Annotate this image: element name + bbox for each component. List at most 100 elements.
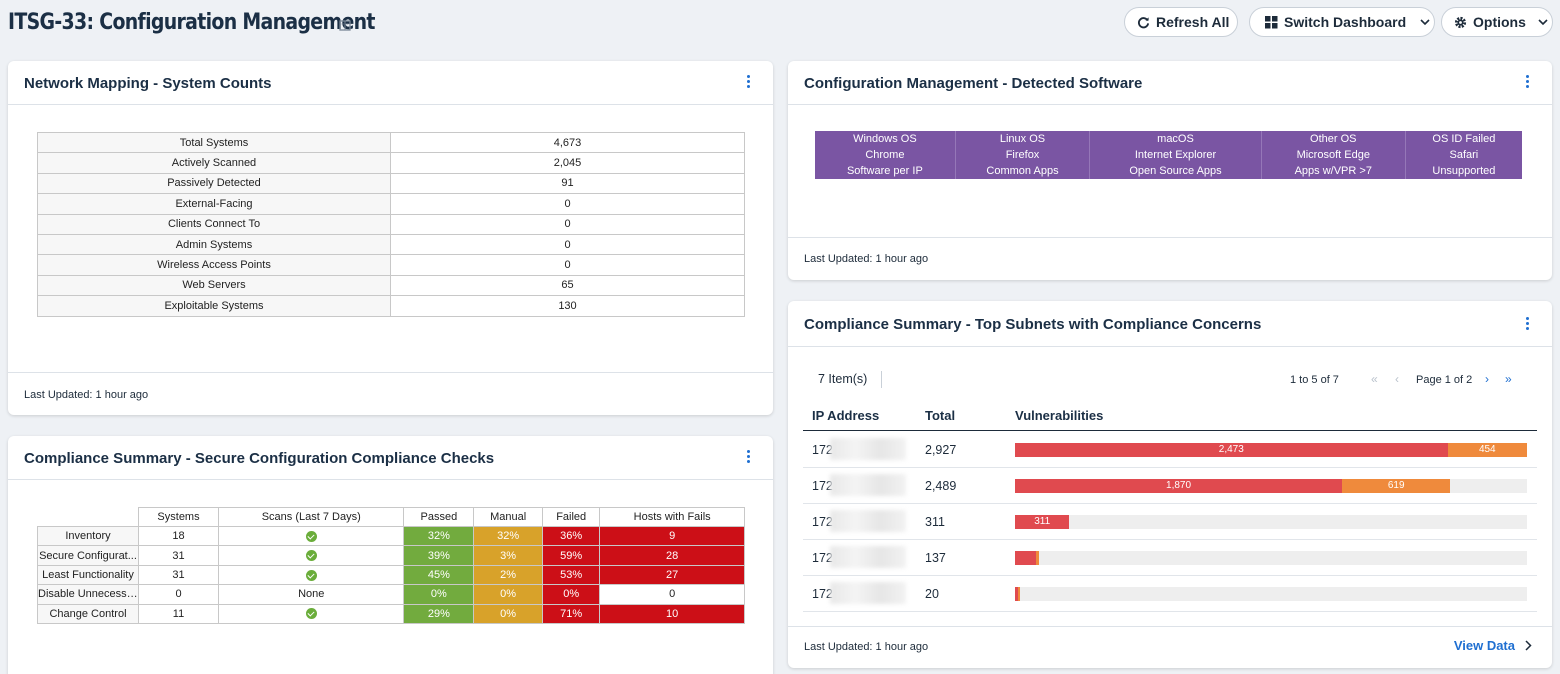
hosts-fails-cell[interactable]: 28 [599,545,745,566]
row-value[interactable]: 2,045 [390,152,745,174]
redacted-ip [830,474,906,496]
row-value[interactable]: 4,673 [390,131,745,154]
high-segment[interactable] [1017,587,1020,601]
ip-address[interactable]: 172 [812,551,833,565]
failed-cell[interactable]: 0% [541,584,601,605]
column-header: Manual [473,507,543,527]
options-button[interactable]: Options [1441,7,1553,37]
high-segment[interactable]: 454 [1447,443,1527,457]
high-segment[interactable]: 619 [1342,479,1451,493]
software-cell[interactable]: Common Apps [955,163,1091,179]
ip-address[interactable]: 172 [812,443,833,457]
manual-cell[interactable]: 0% [473,584,543,605]
ip-address[interactable]: 172 [812,479,833,493]
book-icon[interactable] [339,20,351,31]
failed-cell[interactable]: 36% [541,525,601,547]
software-cell[interactable]: Linux OS [955,131,1091,147]
high-segment[interactable] [1035,551,1039,565]
scans-cell[interactable] [218,545,405,566]
scans-cell[interactable] [218,603,405,624]
scans-cell[interactable]: None [218,584,405,605]
compliance-checks-card: Compliance Summary - Secure Configuratio… [8,436,773,674]
chevron-right-icon [1525,640,1532,651]
manual-cell[interactable]: 32% [473,525,543,547]
failed-cell[interactable]: 59% [541,545,601,566]
passed-cell[interactable]: 39% [403,545,475,566]
systems-cell[interactable]: 0 [137,584,220,605]
row-label: Change Control [37,603,139,624]
software-cell[interactable]: OS ID Failed [1432,133,1496,145]
failed-cell[interactable]: 53% [541,564,601,586]
software-cell[interactable]: Software per IP [815,163,956,179]
systems-cell[interactable]: 11 [137,603,220,624]
systems-cell[interactable]: 18 [137,525,220,547]
last-updated: Last Updated: 1 hour ago [804,253,929,265]
column-header-total[interactable]: Total [925,408,956,423]
scans-cell[interactable] [218,525,405,547]
software-cell[interactable]: Microsoft Edge [1261,147,1406,163]
failed-cell[interactable]: 71% [541,603,601,624]
software-cell[interactable]: Windows OS [815,131,956,147]
critical-segment[interactable]: 311 [1015,515,1070,529]
systems-cell[interactable]: 31 [137,545,220,566]
ip-address[interactable]: 172 [812,587,833,601]
next-page-icon[interactable]: › [1485,372,1489,386]
row-value[interactable]: 0 [390,213,745,235]
more-options-icon[interactable] [745,450,751,464]
critical-segment[interactable] [1015,551,1036,565]
column-header-ip[interactable]: IP Address [812,408,880,423]
view-data-link[interactable]: View Data [1454,638,1532,653]
hosts-fails-cell[interactable]: 9 [599,525,745,547]
first-page-icon[interactable]: « [1371,372,1378,386]
row-value[interactable]: 0 [390,254,745,276]
card-title: Network Mapping - System Counts [24,75,272,92]
table-row: Admin Systems 0 [37,233,745,256]
more-options-icon[interactable] [745,75,751,89]
refresh-all-button[interactable]: Refresh All [1124,7,1238,37]
view-data-label: View Data [1453,638,1515,653]
column-header: Passed [403,507,475,527]
hosts-fails-cell[interactable]: 27 [599,564,745,586]
passed-cell[interactable]: 29% [403,603,475,624]
critical-segment[interactable]: 1,870 [1015,479,1343,493]
more-options-icon[interactable] [1524,75,1530,89]
row-value[interactable]: 0 [390,233,745,256]
card-header: Compliance Summary - Secure Configuratio… [8,436,773,480]
critical-segment[interactable]: 2,473 [1015,443,1448,457]
software-cell[interactable]: Unsupported [1432,165,1496,177]
row-label: Disable Unnecessary [37,584,139,605]
hosts-fails-cell[interactable]: 0 [599,584,745,605]
software-cell[interactable]: Safari [1449,149,1479,161]
hosts-fails-cell[interactable]: 10 [599,603,745,624]
systems-cell[interactable]: 31 [137,564,220,586]
switch-dashboard-button[interactable]: Switch Dashboard [1249,7,1435,37]
critical-segment[interactable] [1015,587,1018,601]
software-cell[interactable]: Other OS [1261,131,1406,147]
row-label: Exploitable Systems [37,295,391,317]
ip-address[interactable]: 172 [812,515,833,529]
manual-cell[interactable]: 3% [473,545,543,566]
software-cell[interactable]: Apps w/VPR >7 [1261,163,1406,179]
more-options-icon[interactable] [1524,317,1530,331]
software-cell[interactable]: macOS [1089,131,1262,147]
prev-page-icon[interactable]: ‹ [1395,372,1399,386]
software-cell[interactable]: Open Source Apps [1089,163,1262,179]
manual-cell[interactable]: 2% [473,564,543,586]
column-header-vulnerabilities[interactable]: Vulnerabilities [1015,408,1104,423]
item-count: 7 Item(s) [818,372,868,386]
row-value[interactable]: 91 [390,172,745,195]
software-cell[interactable]: Firefox [955,147,1091,163]
passed-cell[interactable]: 0% [403,584,475,605]
row-value[interactable]: 65 [390,274,745,297]
last-page-icon[interactable]: » [1505,372,1512,386]
page-title: ITSG-33: Configuration Management [8,10,375,35]
passed-cell[interactable]: 45% [403,564,475,586]
manual-cell[interactable]: 0% [473,603,543,624]
row-value[interactable]: 130 [390,295,745,317]
scans-cell[interactable] [218,564,405,586]
software-cell[interactable]: Internet Explorer [1089,147,1262,163]
gear-icon [1454,16,1467,28]
row-value[interactable]: 0 [390,193,745,215]
software-cell[interactable]: Chrome [815,147,956,163]
passed-cell[interactable]: 32% [403,525,475,547]
